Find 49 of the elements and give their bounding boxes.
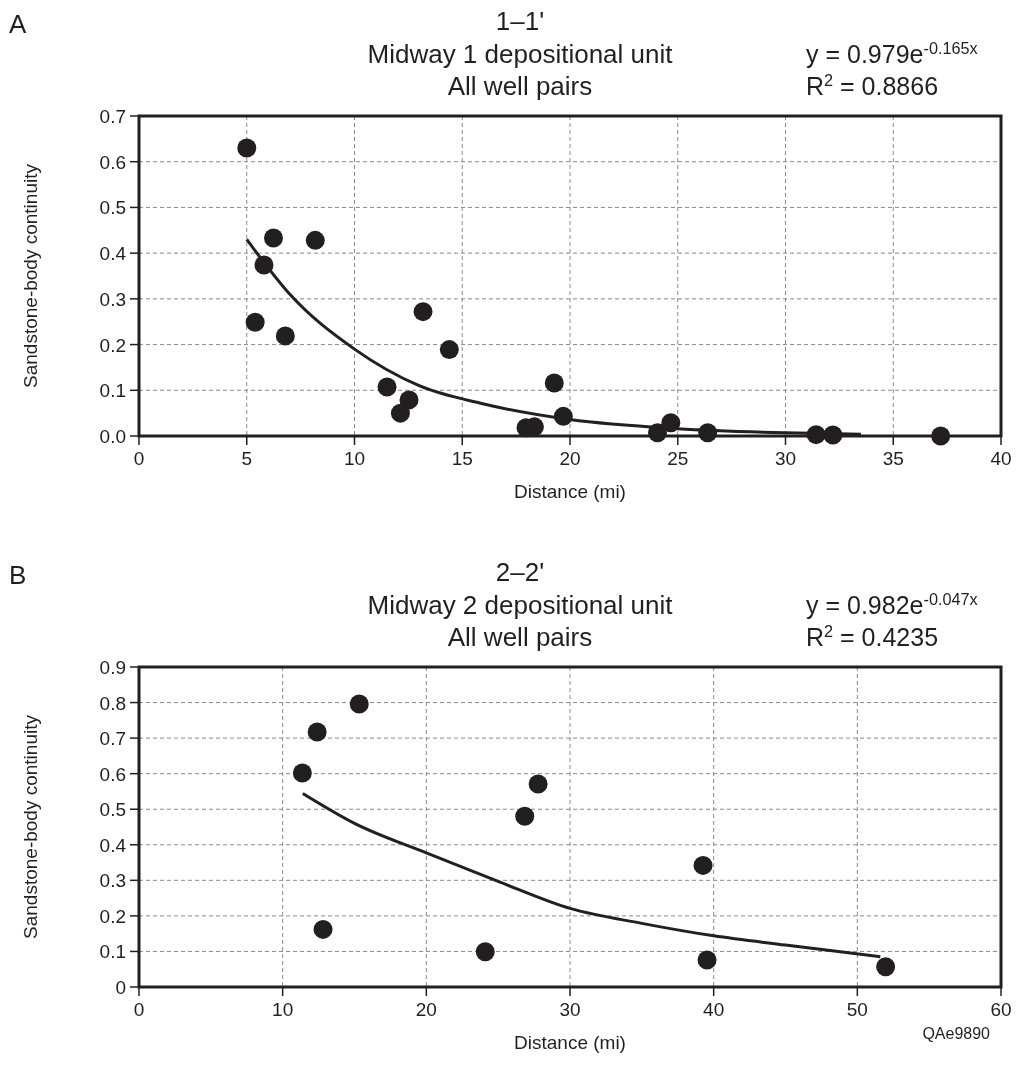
x-tick-label: 10 — [272, 999, 294, 1020]
y-tick-label: 0.6 — [99, 151, 126, 173]
y-tick-label: 0.3 — [99, 288, 126, 310]
x-tick-label: 35 — [882, 448, 904, 469]
x-tick-label: 50 — [846, 999, 868, 1020]
x-axis-title: Distance (mi) — [514, 481, 626, 502]
chart-subtitle: Midway 2 depositional unit All well pairs — [367, 590, 674, 652]
x-tick-label: 30 — [559, 999, 581, 1020]
y-tick-label: 0.7 — [99, 106, 126, 127]
y-tick-label: 0.6 — [99, 763, 126, 785]
x-tick-label: 40 — [990, 448, 1012, 469]
text: QAe9890 — [922, 1025, 991, 1042]
x-tick-label: 40 — [703, 999, 725, 1020]
chart-subtitle: Midway 1 depositional unit All well pairs — [367, 39, 674, 101]
y-tick-label: 0.5 — [99, 197, 126, 219]
y-tick-label: 0.8 — [99, 692, 126, 714]
x-tick-label: 0 — [133, 448, 145, 469]
text: y = 0.979e$^{-0.165x}$ — [806, 39, 978, 68]
x-tick-label: 0 — [133, 999, 145, 1020]
x-tick-label: 25 — [667, 448, 689, 469]
x-tick-label: 20 — [559, 448, 581, 469]
y-tick-label: 0.2 — [99, 334, 126, 356]
x-tick-label: 30 — [774, 448, 797, 469]
text: R$^{2}$ = 0.4235 — [806, 622, 939, 651]
y-tick-label: 0.0 — [99, 426, 126, 447]
x-tick-label: 60 — [990, 999, 1012, 1020]
x-tick-label: 20 — [415, 999, 437, 1020]
y-axis-title: Sandstone-body continuity — [20, 163, 41, 388]
y-tick-label: 0.2 — [99, 905, 126, 927]
y-tick-label: 0.9 — [99, 657, 126, 678]
y-tick-label: 0.3 — [99, 870, 126, 892]
text: A — [9, 9, 27, 39]
chart-title: 1–1' — [495, 6, 545, 36]
x-axis-title: Distance (mi) — [514, 1032, 626, 1053]
y-tick-label: 0.7 — [99, 728, 126, 750]
y-tick-label: 0.1 — [99, 941, 126, 963]
chart-title: 2–2' — [495, 557, 545, 587]
y-axis-title: Sandstone-body continuity — [20, 714, 41, 939]
y-tick-label: 0.1 — [99, 380, 126, 402]
text: B — [9, 560, 27, 590]
text: y = 0.982e$^{-0.047x}$ — [806, 590, 978, 619]
y-tick-label: 0.4 — [99, 834, 127, 856]
x-tick-label: 5 — [241, 448, 253, 469]
y-tick-label: 0.4 — [99, 243, 127, 265]
y-tick-label: 0 — [115, 977, 126, 998]
text: R$^{2}$ = 0.8866 — [806, 71, 939, 100]
x-tick-label: 15 — [451, 448, 473, 469]
x-tick-label: 10 — [343, 448, 366, 469]
y-tick-label: 0.5 — [99, 799, 126, 821]
